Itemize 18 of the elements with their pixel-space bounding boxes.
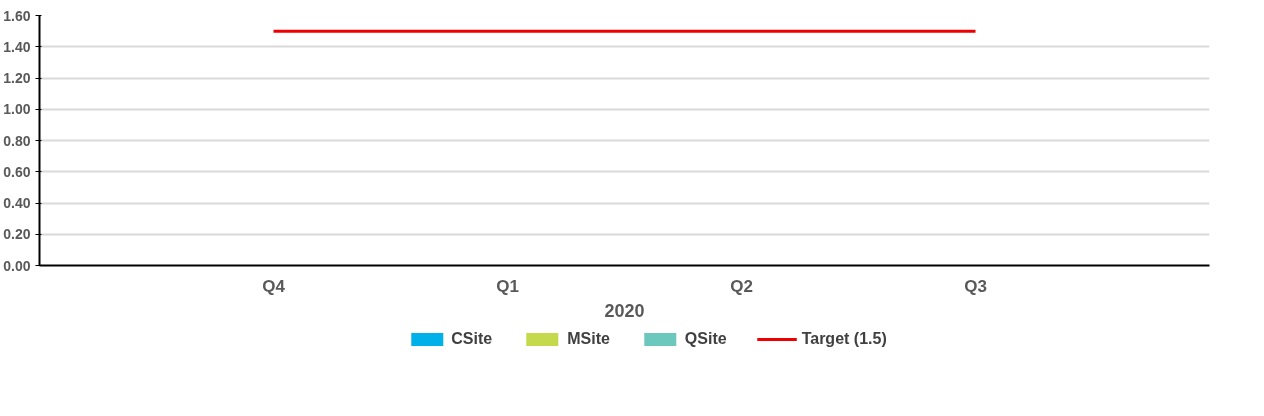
legend-label: CSite bbox=[451, 330, 493, 348]
y-tick-label: 0.00 bbox=[3, 257, 31, 274]
y-tick-label: 0.80 bbox=[3, 132, 31, 149]
legend-label: MSite bbox=[567, 330, 610, 348]
y-tick-label: 1.00 bbox=[3, 101, 31, 118]
y-tick-label: 1.60 bbox=[3, 7, 31, 24]
x-tick-label: Q2 bbox=[730, 276, 753, 296]
legend-label: Target (1.5) bbox=[801, 330, 887, 348]
y-tick-label: 1.20 bbox=[3, 70, 31, 86]
x-tick-label: Q4 bbox=[262, 276, 286, 296]
y-tick-label: 0.20 bbox=[3, 226, 31, 243]
legend-label: QSite bbox=[684, 330, 727, 348]
y-tick-label: 1.40 bbox=[3, 38, 31, 55]
x-axis-title: 2020 bbox=[604, 300, 645, 321]
x-tick-label: Q3 bbox=[964, 276, 987, 296]
x-tick-label: Q1 bbox=[496, 276, 519, 296]
y-tick-label: 0.40 bbox=[3, 195, 31, 211]
y-tick-label: 0.60 bbox=[3, 163, 31, 180]
